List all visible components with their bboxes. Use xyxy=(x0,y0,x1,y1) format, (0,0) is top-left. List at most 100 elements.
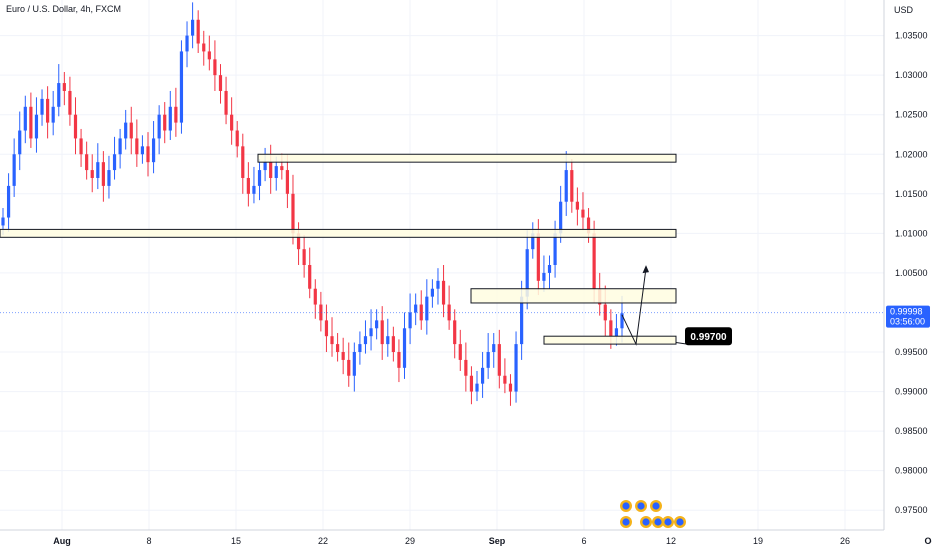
candle xyxy=(252,166,256,204)
candle-body xyxy=(592,233,596,289)
y-tick-label: 1.01000 xyxy=(895,228,928,238)
event-icon-core xyxy=(664,518,672,526)
economic-event-icon xyxy=(650,500,662,512)
candle xyxy=(347,342,351,387)
candle-body xyxy=(347,359,351,376)
candle-body xyxy=(6,185,11,218)
candle-body xyxy=(564,170,568,202)
y-tick-label: 0.97500 xyxy=(895,505,928,515)
candle-body xyxy=(430,288,434,297)
x-tick-label: Oct xyxy=(924,536,932,546)
candle-body xyxy=(79,138,83,155)
support-resistance-zone xyxy=(0,228,677,238)
candle xyxy=(179,40,184,134)
event-icons xyxy=(620,500,686,528)
candles xyxy=(1,2,624,406)
candle xyxy=(135,119,139,167)
candle-body xyxy=(586,217,591,234)
candle xyxy=(419,290,423,330)
candle xyxy=(51,90,55,136)
candle-body xyxy=(620,313,624,329)
x-tick-label: 15 xyxy=(231,536,241,546)
candle xyxy=(308,247,312,299)
y-tick-label: 1.03500 xyxy=(895,31,928,41)
candle-body xyxy=(269,162,273,178)
candle-body xyxy=(324,320,329,337)
candle xyxy=(575,187,579,226)
x-tick-label: 29 xyxy=(405,536,415,546)
economic-event-icon xyxy=(662,516,674,528)
y-tick-label: 0.98000 xyxy=(895,466,928,476)
candle xyxy=(486,333,490,379)
candle xyxy=(213,40,217,91)
candle xyxy=(168,90,172,141)
x-tick-label: 12 xyxy=(666,536,676,546)
candle-body xyxy=(335,344,340,353)
candle xyxy=(531,222,535,259)
candle-body xyxy=(18,130,22,155)
candle xyxy=(469,366,474,405)
candle-body xyxy=(73,114,78,139)
candle xyxy=(90,154,94,193)
candle xyxy=(363,320,368,354)
candle-body xyxy=(464,359,468,376)
candle-body xyxy=(135,138,139,155)
candle-body xyxy=(285,170,290,194)
candle-body xyxy=(486,352,490,368)
candle-body xyxy=(614,328,619,337)
candle xyxy=(185,21,189,68)
economic-event-icon xyxy=(674,516,686,528)
candle xyxy=(352,342,356,392)
y-tick-label: 1.00500 xyxy=(895,268,928,278)
y-tick-label: 0.99000 xyxy=(895,387,928,397)
candle xyxy=(335,333,340,362)
candle xyxy=(386,318,390,357)
candle-body xyxy=(363,336,368,345)
candle xyxy=(508,374,513,406)
candle xyxy=(547,255,552,289)
candle xyxy=(246,162,250,207)
candle xyxy=(375,309,379,340)
candle-body xyxy=(302,249,306,265)
candle-body xyxy=(375,320,379,329)
candle-body xyxy=(224,90,228,115)
projection-arrowhead xyxy=(642,265,649,274)
candle-body xyxy=(196,19,200,44)
chart-title: Euro / U.S. Dollar, 4h, FXCM xyxy=(6,4,122,14)
candle-body xyxy=(581,209,585,218)
candle-body xyxy=(514,344,518,392)
candle xyxy=(358,331,362,365)
candle xyxy=(241,133,245,194)
candle xyxy=(18,111,22,171)
candle xyxy=(191,2,195,49)
candle-body xyxy=(90,170,94,178)
candle xyxy=(224,76,228,125)
event-icon-core xyxy=(622,518,630,526)
candle-body xyxy=(1,217,5,226)
candle xyxy=(369,309,373,351)
event-icon-core xyxy=(642,518,650,526)
y-tick-label: 0.99500 xyxy=(895,347,928,357)
y-tick-label: 1.02500 xyxy=(895,110,928,120)
candle-body xyxy=(263,162,267,171)
candle-body xyxy=(330,336,334,345)
candle xyxy=(436,268,440,305)
zones xyxy=(0,153,677,345)
candle xyxy=(118,128,122,169)
candle-body xyxy=(319,304,323,321)
candle-body xyxy=(235,130,239,147)
candle-body xyxy=(112,154,117,171)
x-tick-label: 8 xyxy=(146,536,151,546)
candle-body xyxy=(246,177,250,194)
candle xyxy=(235,121,239,158)
candle-body xyxy=(62,83,66,91)
candle xyxy=(40,89,44,126)
candle-body xyxy=(369,328,373,337)
candle xyxy=(57,64,61,117)
candle-body xyxy=(520,296,524,345)
candle-body xyxy=(85,154,89,171)
candle-body xyxy=(274,166,278,178)
candle-body xyxy=(570,170,574,202)
candle xyxy=(542,255,546,292)
